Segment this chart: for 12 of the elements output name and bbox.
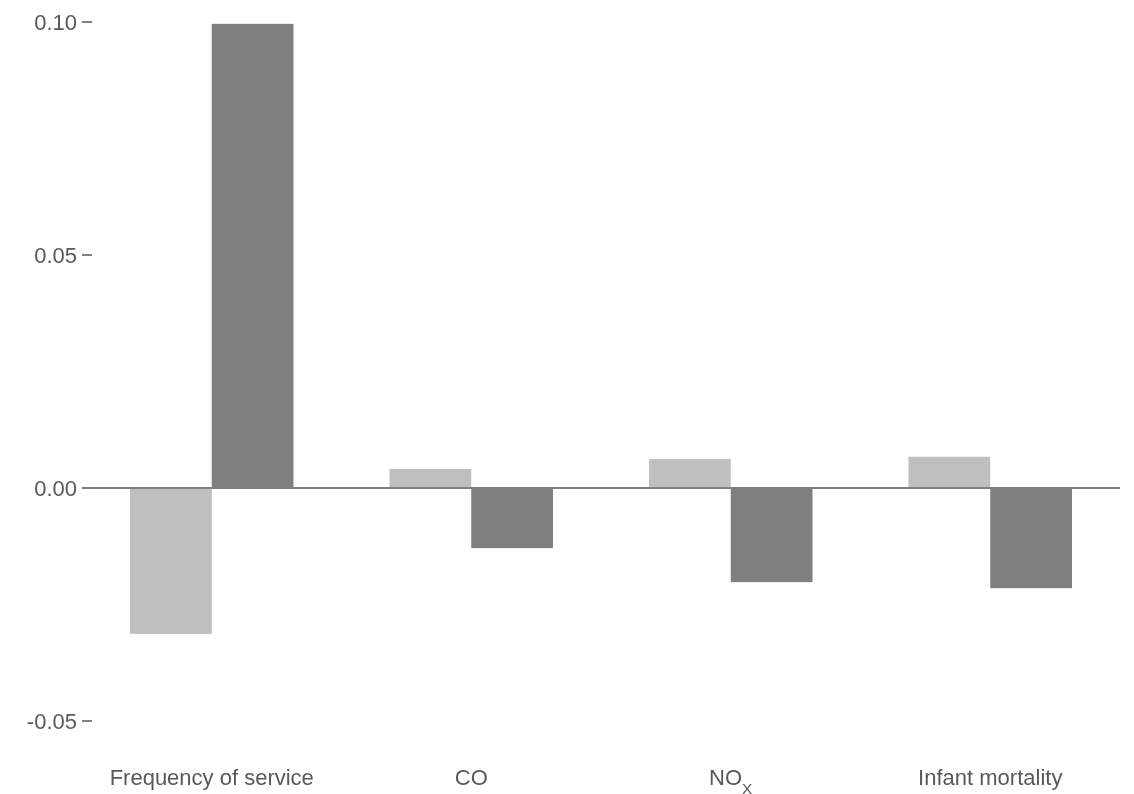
y-tick-label: 0.05 xyxy=(34,242,77,268)
y-tick-label: -0.05 xyxy=(26,708,77,734)
bar xyxy=(389,468,472,488)
bar xyxy=(649,459,731,488)
bar xyxy=(908,456,991,488)
x-tick-label: CO xyxy=(454,765,488,790)
x-tick-label: NO$_{X}$ xyxy=(709,765,753,794)
y-tick-label: 0.00 xyxy=(34,475,77,501)
bar xyxy=(130,488,212,634)
x-tick-label: Infant mortality xyxy=(918,765,1063,790)
x-tick-label: Frequency of service xyxy=(109,765,314,790)
y-tick-label: 0.10 xyxy=(34,9,77,35)
